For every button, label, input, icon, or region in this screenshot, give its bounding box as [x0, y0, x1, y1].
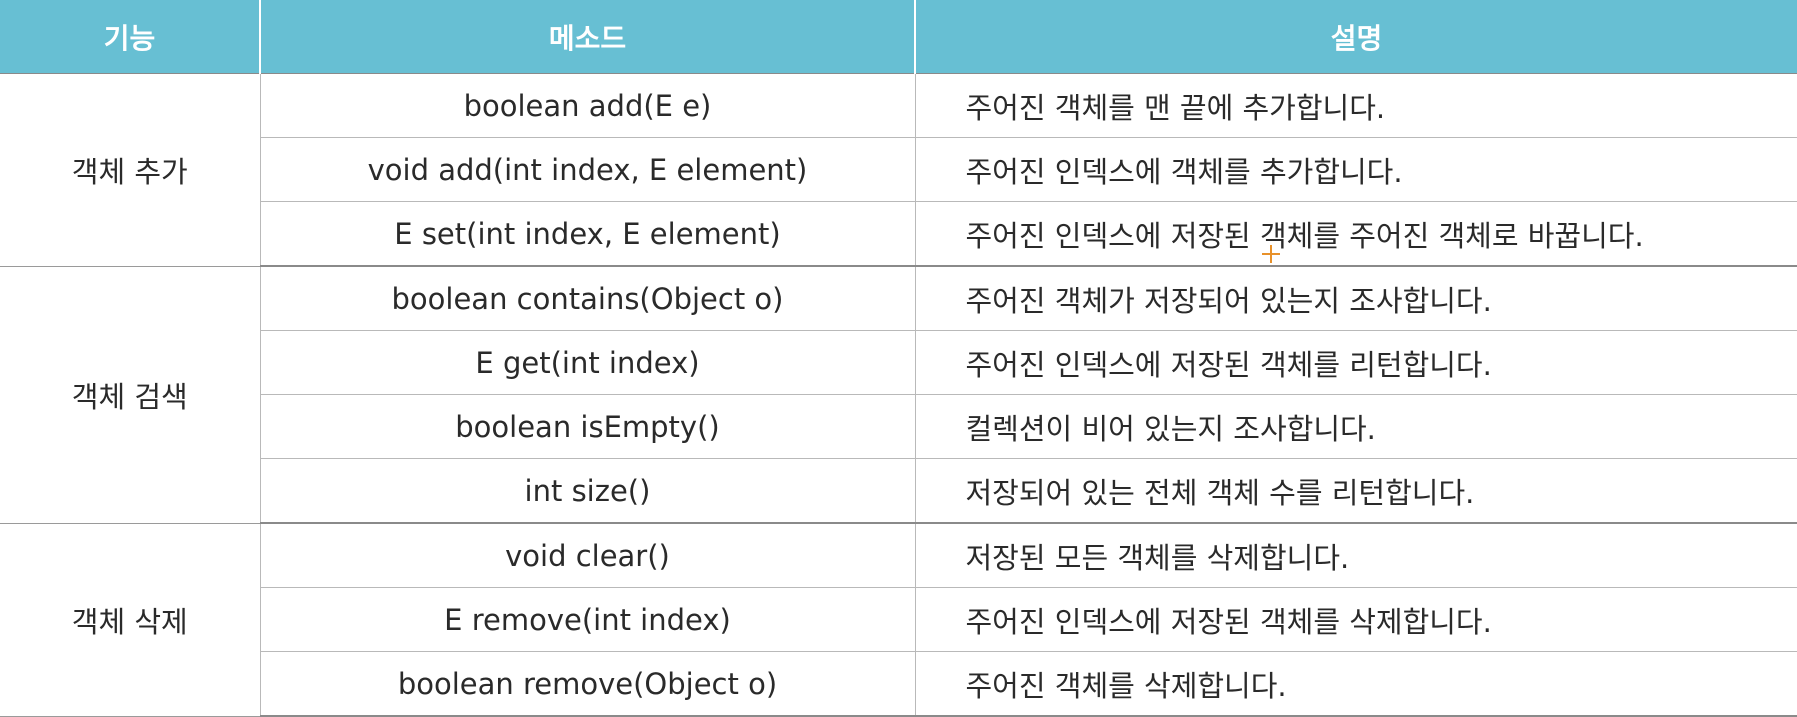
description-cell: 저장된 모든 객체를 삭제합니다.	[915, 523, 1797, 588]
description-cell: 저장되어 있는 전체 객체 수를 리턴합니다.	[915, 458, 1797, 524]
table-row: int size() 저장되어 있는 전체 객체 수를 리턴합니다.	[0, 458, 1797, 524]
header-function: 기능	[0, 0, 261, 74]
method-cell: boolean add(E e)	[260, 73, 916, 138]
method-cell: E get(int index)	[260, 330, 916, 395]
function-cell-add: 객체 추가	[0, 73, 261, 267]
table-row: E set(int index, E element) 주어진 인덱스에 저장된…	[0, 201, 1797, 267]
description-cell: 주어진 인덱스에 저장된 객체를 주어진 객체로 바꿉니다.	[915, 201, 1797, 267]
table-row: E get(int index) 주어진 인덱스에 저장된 객체를 리턴합니다.	[0, 330, 1797, 395]
method-cell: E set(int index, E element)	[260, 201, 916, 267]
description-cell: 컬렉션이 비어 있는지 조사합니다.	[915, 394, 1797, 459]
table-row: 객체 추가 boolean add(E e) 주어진 객체를 맨 끝에 추가합니…	[0, 73, 1797, 267]
method-cell: E remove(int index)	[260, 587, 916, 652]
header-row: 기능 메소드 설명	[0, 0, 1797, 74]
description-cell: 주어진 인덱스에 저장된 객체를 리턴합니다.	[915, 330, 1797, 395]
function-cell-delete: 객체 삭제	[0, 523, 261, 717]
description-cell: 주어진 객체를 삭제합니다.	[915, 651, 1797, 717]
table-row: E remove(int index) 주어진 인덱스에 저장된 객체를 삭제합…	[0, 587, 1797, 652]
method-cell: boolean contains(Object o)	[260, 266, 916, 331]
table-row: void add(int index, E element) 주어진 인덱스에 …	[0, 137, 1797, 202]
method-cell: void add(int index, E element)	[260, 137, 916, 202]
method-cell: boolean remove(Object o)	[260, 651, 916, 717]
method-cell: boolean isEmpty()	[260, 394, 916, 459]
description-cell: 주어진 객체가 저장되어 있는지 조사합니다.	[915, 266, 1797, 331]
table-row: boolean isEmpty() 컬렉션이 비어 있는지 조사합니다.	[0, 394, 1797, 459]
table-row: 객체 검색 boolean contains(Object o) 주어진 객체가…	[0, 266, 1797, 524]
header-description: 설명	[915, 0, 1797, 74]
crosshair-cursor-icon	[1262, 245, 1280, 263]
description-cell: 주어진 인덱스에 객체를 추가합니다.	[915, 137, 1797, 202]
header-method: 메소드	[260, 0, 916, 74]
table-row: boolean remove(Object o) 주어진 객체를 삭제합니다.	[0, 651, 1797, 717]
method-cell: void clear()	[260, 523, 916, 588]
method-cell: int size()	[260, 458, 916, 524]
function-cell-search: 객체 검색	[0, 266, 261, 524]
description-cell: 주어진 객체를 맨 끝에 추가합니다.	[915, 73, 1797, 138]
description-cell: 주어진 인덱스에 저장된 객체를 삭제합니다.	[915, 587, 1797, 652]
table-row: 객체 삭제 void clear() 저장된 모든 객체를 삭제합니다.	[0, 523, 1797, 717]
